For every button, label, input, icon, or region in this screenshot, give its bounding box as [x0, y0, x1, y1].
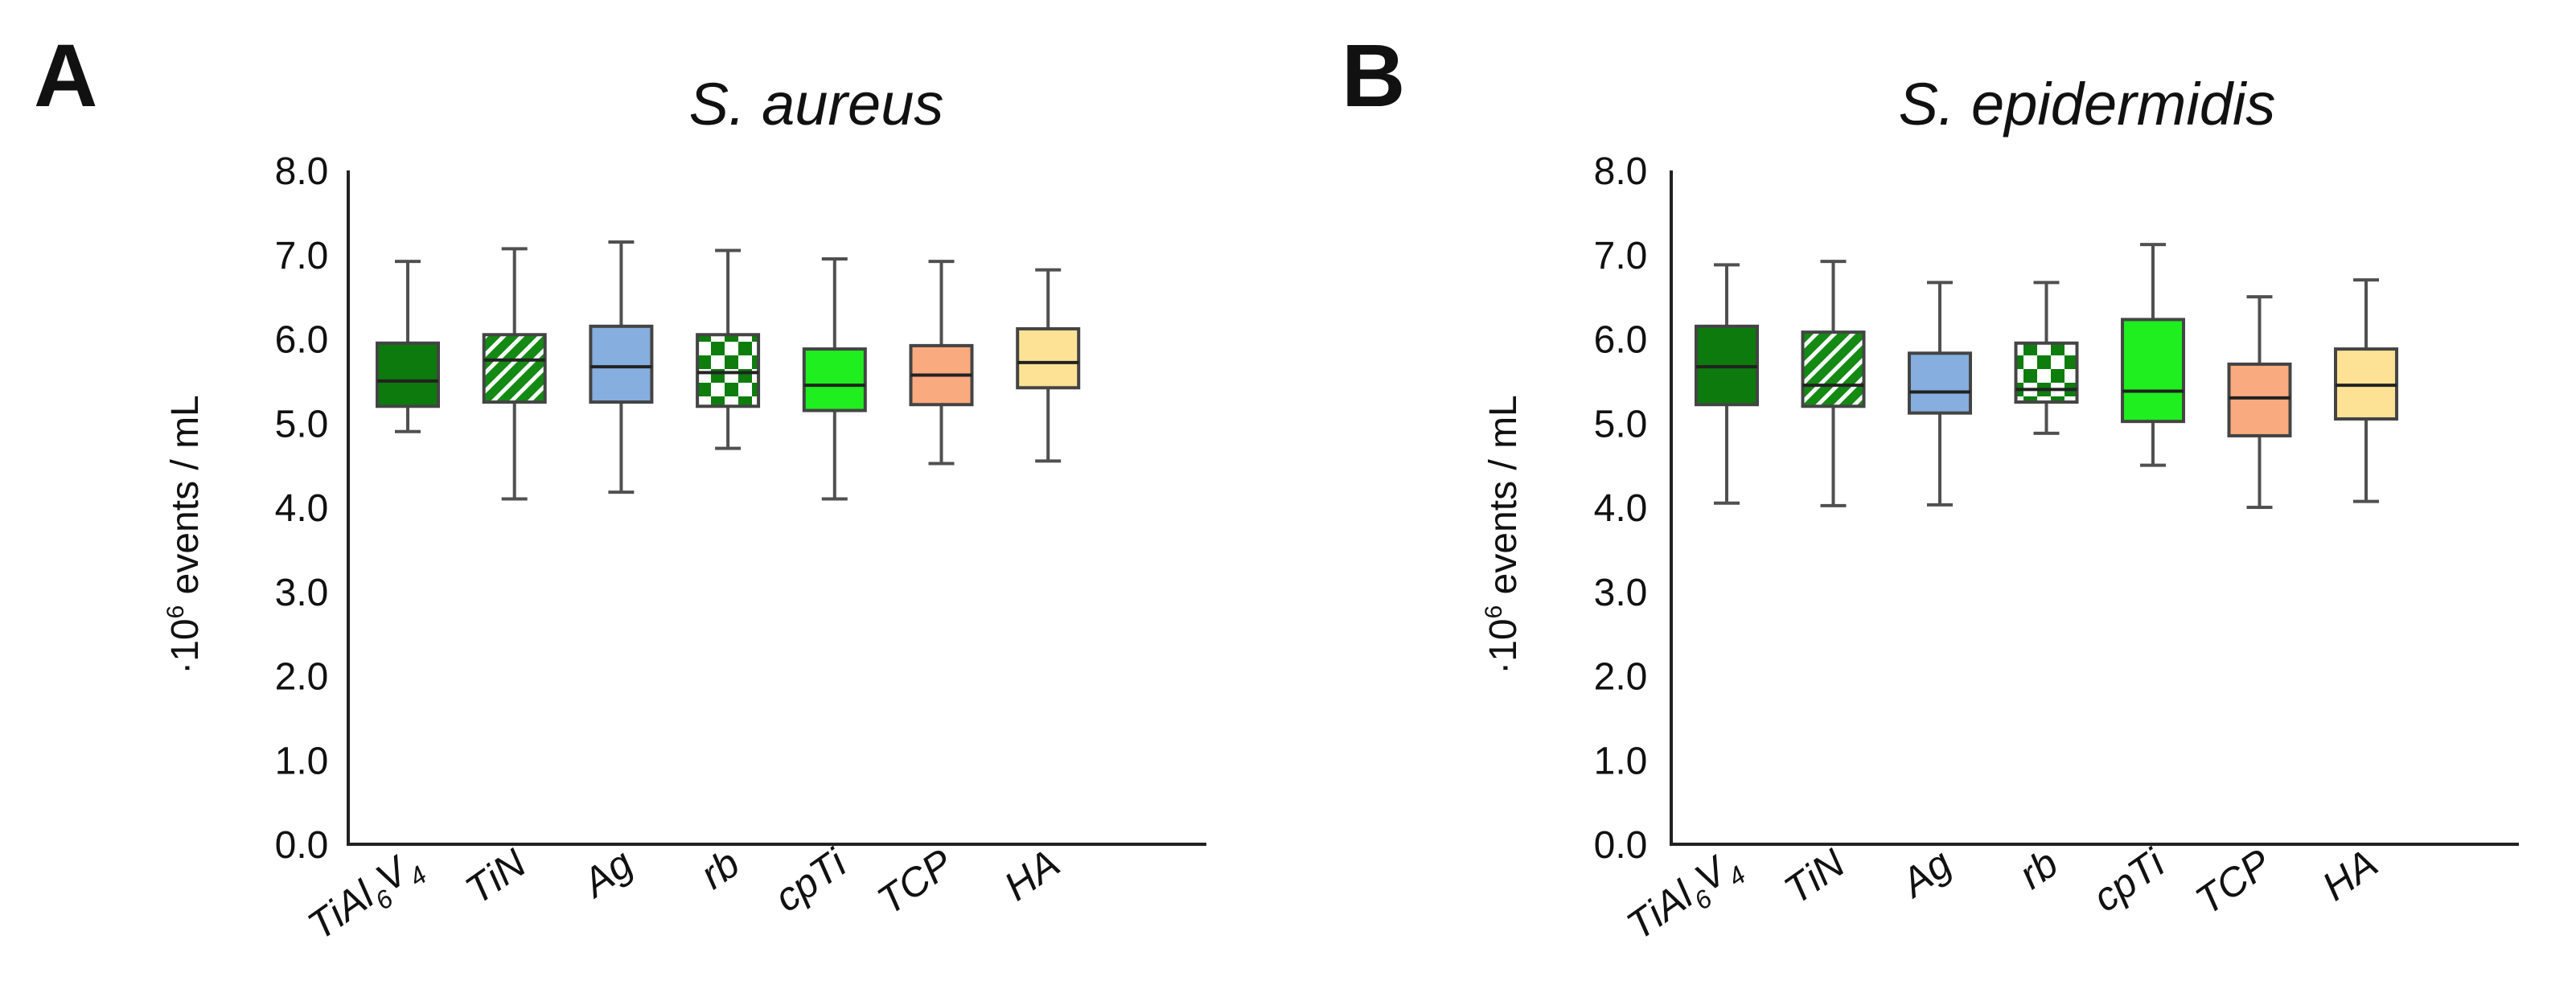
- y-tick-label: 3.0: [1594, 572, 1648, 614]
- box-iqr: [589, 324, 654, 404]
- axes-a: [347, 170, 1206, 846]
- y-tick-label: 4.0: [1594, 487, 1648, 530]
- x-category-label: TiN: [1776, 840, 1853, 913]
- box-cpti-b: [2121, 243, 2185, 467]
- axes-b: [1670, 170, 2519, 846]
- box-iqr: [696, 333, 761, 408]
- y-tick-label: 5.0: [1594, 403, 1648, 445]
- panel-letter-a: A: [34, 27, 97, 125]
- y-tick-label: 4.0: [275, 487, 329, 530]
- boxes-b: [1695, 243, 2398, 509]
- y-tick-label: 6.0: [1594, 319, 1648, 362]
- y-ticks-b: 0.0 1.0 2.0 3.0 4.0 5.0 6.0 7.0 8.0: [1594, 150, 1648, 867]
- box-iqr: [2121, 318, 2185, 424]
- box-iqr: [1016, 326, 1081, 390]
- y-tick-label: 0.0: [275, 824, 329, 867]
- box-iqr: [2014, 341, 2079, 404]
- panel-b: B S. epidermidis ·106 events / mL 0.0 1.0…: [1341, 27, 2519, 949]
- y-tick-label: 2.0: [275, 656, 329, 699]
- y-tick-label: 7.0: [1594, 235, 1648, 277]
- x-category-label: Ag: [1892, 840, 1960, 907]
- box-rb-b: [2014, 281, 2079, 435]
- y-axis-title-a: ·106 events / mL: [162, 395, 207, 675]
- box-ha-b: [2334, 278, 2398, 503]
- box-cpti-a: [802, 256, 867, 501]
- box-ha-a: [1016, 268, 1081, 463]
- box-tcp-b: [2227, 295, 2292, 509]
- y-tick-label: 2.0: [1594, 656, 1648, 699]
- y-tick-label: 8.0: [275, 150, 329, 193]
- box-iqr: [802, 347, 867, 412]
- chart-title-a: S. aureus: [689, 71, 944, 137]
- box-tin-a: [482, 247, 547, 501]
- panel-letter-b: B: [1341, 27, 1405, 125]
- box-iqr: [1801, 330, 1866, 408]
- box-tin-b: [1801, 260, 1866, 507]
- x-labels-b: TiAl6V4 TiN Ag rb cpTi TCP HA: [1619, 839, 2386, 949]
- x-category-label: cpTi: [2085, 839, 2174, 921]
- x-category-label: rb: [692, 840, 748, 897]
- box-iqr: [482, 333, 547, 404]
- box-ag-a: [589, 240, 654, 494]
- box-ag-b: [1908, 281, 1972, 507]
- x-category-label: cpTi: [766, 839, 856, 921]
- x-category-label: TCP: [869, 840, 962, 924]
- y-tick-label: 0.0: [1594, 824, 1648, 867]
- x-category-label: Ag: [573, 840, 641, 907]
- box-tialv-b: [1695, 263, 1759, 505]
- chart-title-b: S. epidermidis: [1899, 71, 2276, 137]
- panel-a: A S. aureus ·106 events / mL 0.0 1.0 2.0 3.…: [34, 27, 1206, 949]
- x-category-label: rb: [2011, 840, 2066, 897]
- y-ticks-a: 0.0 1.0 2.0 3.0 4.0 5.0 6.0 7.0 8.0: [275, 150, 329, 867]
- box-rb-a: [696, 248, 761, 450]
- boxes-a: [376, 240, 1081, 501]
- x-category-label: HA: [2314, 840, 2385, 909]
- x-category-label: TCP: [2188, 840, 2280, 924]
- y-tick-label: 7.0: [275, 235, 329, 277]
- box-iqr: [376, 341, 440, 408]
- y-tick-label: 1.0: [275, 740, 329, 782]
- box-tialv-a: [376, 260, 440, 433]
- y-tick-label: 8.0: [1594, 150, 1648, 193]
- x-category-label: HA: [996, 840, 1067, 909]
- box-iqr: [2227, 362, 2292, 437]
- x-labels-a: TiAl6V4 TiN Ag rb cpTi TCP HA: [300, 839, 1068, 949]
- y-tick-label: 1.0: [1594, 740, 1648, 782]
- y-tick-label: 5.0: [275, 403, 329, 445]
- y-tick-label: 6.0: [275, 319, 329, 362]
- y-axis-title-b: ·106 events / mL: [1481, 395, 1525, 675]
- box-tcp-a: [909, 260, 974, 466]
- y-tick-label: 3.0: [275, 572, 329, 614]
- x-category-label: TiN: [458, 840, 535, 913]
- box-iqr: [1908, 351, 1972, 415]
